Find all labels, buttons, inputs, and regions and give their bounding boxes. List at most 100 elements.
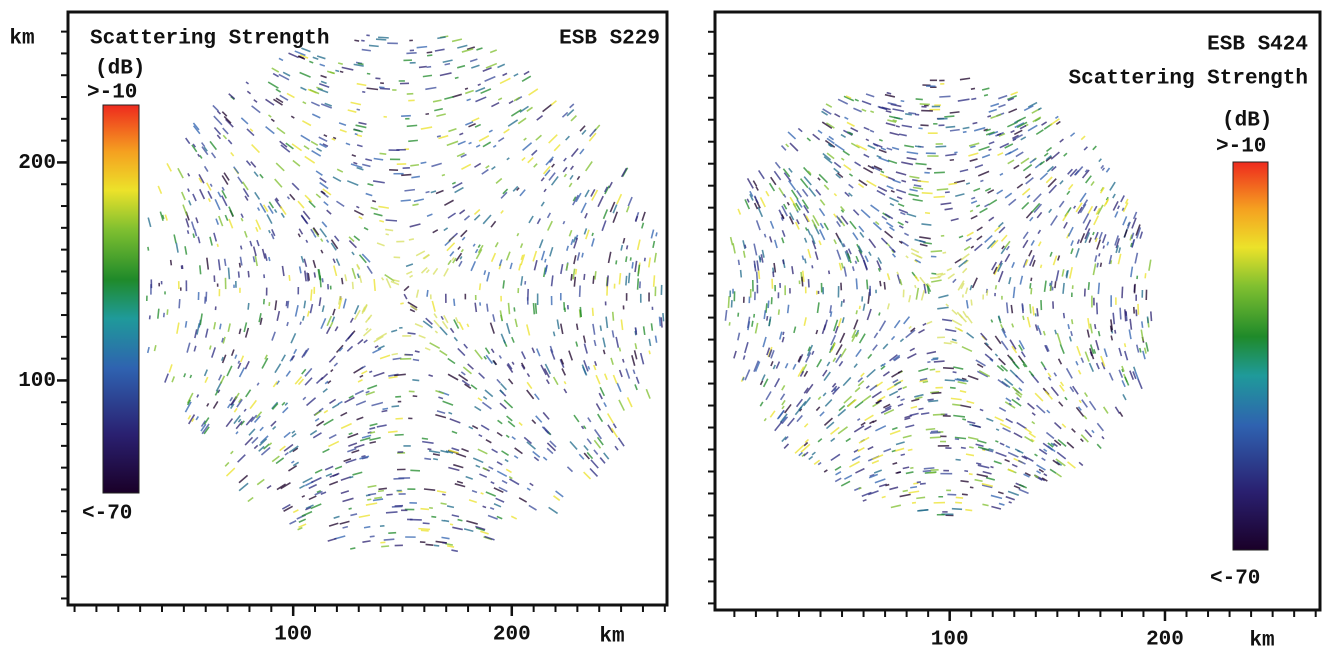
speckle	[1098, 253, 1101, 257]
speckle	[319, 143, 327, 149]
speckle	[634, 260, 638, 273]
speckle	[955, 458, 961, 461]
speckle	[330, 239, 339, 250]
speckle	[221, 190, 228, 199]
speckle	[447, 545, 455, 548]
speckle	[234, 392, 240, 400]
speckle	[861, 108, 867, 112]
speckle	[855, 278, 858, 290]
speckle	[625, 256, 628, 263]
speckle	[1032, 306, 1035, 316]
speckle	[200, 423, 207, 432]
speckle	[337, 295, 342, 305]
speckle	[358, 275, 363, 284]
speckle	[915, 98, 923, 101]
speckle	[1110, 335, 1114, 341]
speckle	[801, 188, 809, 197]
speckle	[184, 320, 188, 328]
speckle	[794, 221, 800, 230]
speckle	[285, 370, 291, 377]
speckle	[1045, 344, 1050, 352]
speckle	[852, 232, 859, 241]
speckle	[905, 255, 909, 259]
speckle	[1061, 423, 1067, 428]
speckle	[490, 252, 497, 263]
speckle	[1049, 468, 1057, 474]
speckle	[942, 251, 947, 254]
speckle	[889, 429, 901, 436]
speckle	[456, 64, 466, 69]
speckle	[1001, 245, 1005, 250]
speckle	[333, 235, 340, 242]
speckle	[1102, 406, 1109, 414]
speckle	[533, 163, 538, 168]
speckle	[260, 435, 269, 444]
speckle	[854, 400, 864, 409]
speckle	[488, 129, 493, 133]
speckle	[250, 161, 257, 168]
speckle	[297, 233, 301, 238]
speckle	[877, 395, 886, 402]
speckle	[778, 331, 783, 340]
speckle	[377, 489, 385, 493]
speckle	[860, 209, 871, 219]
speckle	[566, 109, 575, 117]
speckle	[367, 498, 372, 501]
speckle	[565, 135, 570, 141]
speckle	[977, 464, 990, 469]
speckle	[327, 537, 337, 542]
speckle	[904, 232, 910, 237]
speckle	[895, 171, 907, 176]
speckle	[268, 442, 273, 446]
speckle	[632, 369, 636, 375]
speckle	[1043, 367, 1047, 371]
speckle	[1020, 351, 1026, 358]
speckle	[354, 39, 360, 42]
speckle	[501, 479, 508, 484]
speckle	[342, 525, 349, 529]
speckle	[844, 191, 850, 197]
speckle	[243, 322, 248, 333]
speckle	[301, 368, 307, 375]
speckle	[983, 342, 993, 351]
speckle	[271, 229, 276, 237]
speckle	[367, 183, 374, 187]
speckle	[422, 522, 430, 525]
speckle	[484, 535, 495, 541]
speckle	[173, 234, 177, 244]
speckle	[909, 188, 918, 192]
speckle	[298, 523, 307, 529]
speckle	[846, 131, 854, 136]
speckle	[1010, 304, 1014, 314]
colorbar-label: (dB)	[95, 58, 145, 81]
speckle	[193, 228, 198, 237]
speckle	[332, 308, 336, 316]
speckle	[1013, 485, 1021, 490]
speckle	[1121, 368, 1124, 373]
speckle	[919, 243, 928, 247]
speckle	[303, 145, 310, 150]
speckle	[583, 444, 589, 451]
speckle	[553, 143, 561, 152]
speckle	[867, 164, 875, 170]
speckle	[531, 149, 538, 156]
speckle	[1144, 273, 1147, 279]
speckle	[843, 164, 852, 171]
speckle	[1007, 468, 1014, 473]
speckle	[1052, 442, 1058, 448]
speckle	[491, 101, 500, 108]
speckle	[1115, 238, 1121, 249]
speckle	[1070, 319, 1074, 325]
speckle	[532, 250, 538, 262]
speckle	[584, 212, 588, 219]
speckle	[617, 437, 625, 447]
speckle	[940, 202, 952, 206]
speckle	[1131, 239, 1135, 248]
speckle	[356, 144, 363, 148]
speckle	[491, 166, 496, 171]
speckle	[1129, 370, 1135, 380]
speckle	[896, 196, 903, 200]
speckle	[833, 167, 840, 174]
speckle	[1096, 262, 1099, 268]
speckle	[1010, 91, 1019, 96]
